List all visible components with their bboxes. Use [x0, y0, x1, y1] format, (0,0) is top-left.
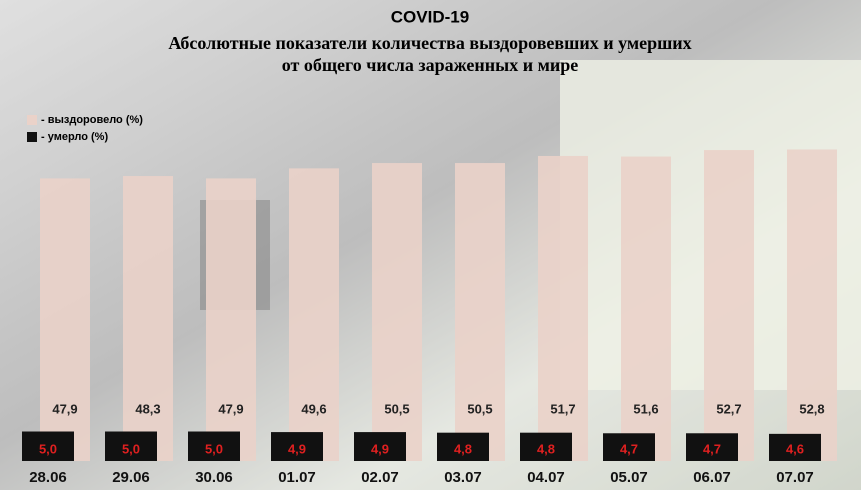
bar	[686, 433, 738, 461]
bar	[188, 431, 240, 461]
value-label: 4,8	[537, 441, 555, 456]
x-tick-label: 05.07	[610, 469, 648, 486]
value-label: 52,7	[716, 401, 741, 416]
value-label: 4,9	[288, 441, 306, 456]
value-label: 4,7	[703, 441, 721, 456]
x-tick-label: 28.06	[29, 469, 67, 486]
bar	[437, 432, 489, 461]
value-label: 4,9	[371, 441, 389, 456]
value-label: 51,7	[550, 401, 575, 416]
value-label: 47,9	[218, 401, 243, 416]
value-label: 5,0	[122, 441, 140, 456]
bar	[271, 432, 323, 461]
chart-subtitle: от общего числа зараженных и мире	[282, 55, 578, 75]
value-label: 4,8	[454, 441, 472, 456]
value-label: 5,0	[39, 441, 57, 456]
value-label: 47,9	[52, 401, 77, 416]
bar	[40, 178, 90, 461]
bar	[206, 178, 256, 461]
bar	[354, 432, 406, 461]
x-tick-label: 04.07	[527, 469, 565, 486]
value-label: 52,8	[799, 401, 824, 416]
bar	[787, 149, 837, 462]
x-tick-label: 06.07	[693, 469, 731, 486]
value-label: 5,0	[205, 441, 223, 456]
x-tick-label: 02.07	[361, 469, 399, 486]
bar	[289, 168, 339, 462]
x-tick-label: 03.07	[444, 469, 482, 486]
value-label: 4,7	[620, 441, 638, 456]
legend-label: - умерло (%)	[41, 131, 108, 143]
bar	[603, 433, 655, 461]
value-label: 51,6	[633, 401, 658, 416]
value-label: 48,3	[135, 401, 160, 416]
bar	[520, 432, 572, 461]
bar	[704, 150, 754, 461]
bar	[621, 156, 671, 461]
x-tick-label: 30.06	[195, 469, 233, 486]
bar	[123, 176, 173, 461]
value-label: 50,5	[384, 401, 409, 416]
x-tick-label: 07.07	[776, 469, 814, 486]
x-tick-label: 29.06	[112, 469, 150, 486]
legend-label: - выздоровело (%)	[41, 114, 143, 126]
bar	[372, 163, 422, 462]
chart-title: COVID-19	[391, 7, 469, 26]
value-label: 50,5	[467, 401, 492, 416]
value-label: 49,6	[301, 401, 326, 416]
bar	[769, 433, 821, 461]
bar	[22, 431, 74, 461]
bar	[105, 431, 157, 461]
legend-swatch	[27, 132, 37, 142]
bar	[455, 163, 505, 462]
bar	[538, 155, 588, 461]
legend-swatch	[27, 115, 37, 125]
value-label: 4,6	[786, 441, 804, 456]
x-tick-label: 01.07	[278, 469, 316, 486]
chart-subtitle: Абсолютные показатели количества выздоро…	[168, 33, 691, 53]
